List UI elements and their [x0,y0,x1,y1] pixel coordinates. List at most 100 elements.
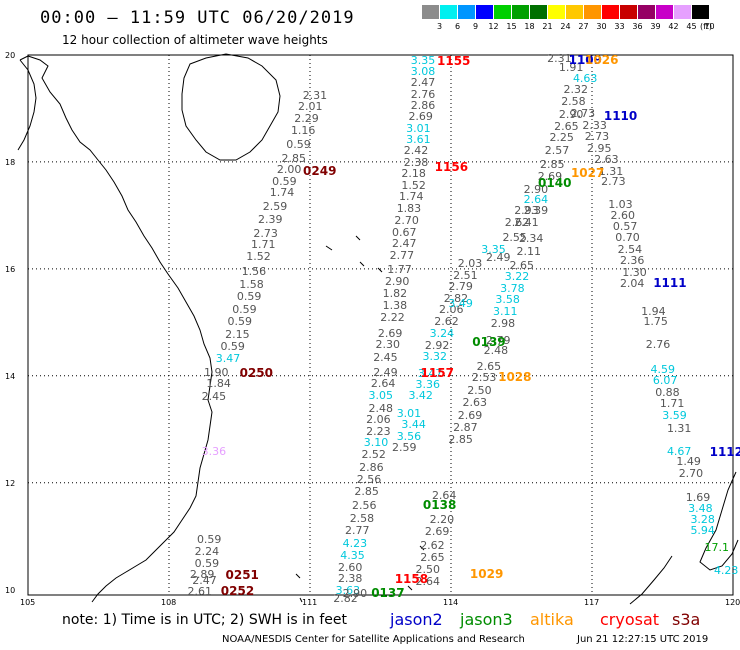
pass-time-label: 1112 [709,445,740,460]
lat-lon-grid [28,55,733,595]
wave-height-label: 1.75 [643,315,668,329]
pass-time-label: 1155 [437,53,471,68]
colorbar-swatch [512,5,529,19]
wave-height-label: 2.24 [194,544,220,558]
wave-height-label: 2.33 [582,119,607,133]
wave-height-label: 2.47 [392,237,417,251]
colorbar-swatch [566,5,583,19]
wave-height-label: 3.59 [662,408,687,422]
wave-height-label: 2.64 [431,488,457,502]
coastline-vietnam-inner [17,59,37,151]
wave-height-label: 5.94 [690,523,715,537]
colorbar-label: 15 [506,22,517,31]
wave-height-label: 6.07 [652,374,678,388]
lat-tick-label: 16 [5,264,16,274]
pass-time-label: 1157 [420,365,454,380]
wave-height-label: 1.83 [396,201,422,215]
wave-height-label: 2.56 [356,473,382,487]
wave-height-label: 2.79 [448,280,473,294]
wave-height-label: 2.59 [392,440,417,454]
wave-height-label: 2.82 [443,291,469,305]
wave-height-label: 3.35 [481,243,506,257]
wave-height-label: 1.71 [659,397,685,411]
wave-height-label: 3.11 [493,305,518,319]
lat-tick-label: 18 [5,157,16,167]
colorbar-label: 24 [560,22,571,31]
wave-height-label: 2.06 [366,413,391,427]
wave-height-label: 2.03 [457,256,483,270]
colorbar-label: 42 [668,22,679,31]
wave-height-label: 2.62 [420,538,445,552]
wave-height-label: 1.94 [641,304,666,318]
wave-height-label: 1.52 [401,178,426,192]
coastline-hainan [181,53,281,161]
wave-height-label: 2.50 [467,384,492,398]
wave-height-label: 1.82 [382,286,408,300]
lat-tick-label: 10 [5,585,16,595]
coastline-luzon [699,471,739,571]
wave-height-label: 2.73 [584,129,610,143]
wave-height-label: 2.04 [619,276,645,290]
wave-height-label: 2.01 [298,99,323,113]
colorbar-label: 3 [436,22,443,31]
wave-height-label: 3.32 [422,350,448,364]
map-subtitle: 12 hour collection of altimeter wave hei… [62,33,328,47]
wave-height-label: 2.20 [429,513,455,527]
wave-height-label: 2.86 [359,460,384,474]
wave-height-label: 1.38 [382,298,408,312]
wave-height-label: 3.63 [335,583,361,597]
wave-height-label: 1.77 [387,262,412,276]
wave-height-label: 2.54 [617,242,643,256]
lon-tick-label: 120 [725,598,740,607]
satellite-legend-cryosat: cryosat [600,610,660,629]
wave-height-label: 3.05 [368,389,394,403]
wave-height-label: 2.69 [408,110,433,124]
wave-height-label: 2.49 [373,366,398,380]
colorbar-swatch [638,5,655,19]
wave-height-label: 1.74 [269,186,295,200]
lat-tick-label: 20 [5,51,16,60]
wave-height-label: 2.57 [544,144,570,158]
wave-height-label: 2.82 [333,592,358,606]
wave-height-label: 1.03 [608,197,633,211]
wave-height-label: 0.88 [655,385,680,399]
wave-height-label: 2.93 [514,204,539,218]
wave-height-label: 2.92 [424,338,450,352]
wave-height-label: 0.59 [194,556,220,570]
wave-height-label: 2.56 [352,498,377,512]
wave-height-label: 3.61 [406,133,431,146]
wave-height-label: 2.86 [410,98,436,112]
pass-time-label: 0252 [220,583,255,598]
lon-tick-label: 114 [443,598,459,607]
wave-height-label: 2.73 [601,174,626,188]
map-title: 00:00 – 11:59 UTC 06/20/2019 [40,8,355,28]
wave-height-label: 3.78 [500,281,525,295]
wave-height-label: 2.55 [502,230,527,244]
wave-height-label: 2.39 [258,212,283,226]
wave-height-label: 1.91 [558,61,584,75]
wave-height-label: 2.39 [523,204,549,218]
lon-tick-label: 108 [161,598,177,607]
wave-height-label: 1.69 [685,490,711,504]
wave-height-label: 2.47 [192,574,217,588]
wave-height-label: 2.18 [401,167,426,181]
wave-height-label: 1.56 [241,265,267,279]
wave-height-label: 2.64 [370,377,396,391]
wave-height-label: 2.63 [462,396,488,410]
wave-height-label: 2.23 [366,424,391,438]
wave-height-label: 2.77 [345,523,370,537]
wave-height-label: 3.28 [690,512,715,526]
colorbar-label: 6 [454,22,461,31]
wave-height-label: 0.57 [612,219,638,233]
wave-height-label: 2.79 [486,333,511,347]
wave-height-label: 2.60 [610,208,636,222]
map-frame [27,54,734,596]
wave-height-label: 2.76 [645,337,671,351]
wave-height-label: 2.11 [516,244,542,258]
lon-tick-label: 111 [302,598,318,607]
wave-height-label: 2.70 [394,213,419,227]
wave-height-label: 2.65 [420,551,445,565]
pass-time-label: 0139 [472,334,506,349]
wave-height-label: 2.87 [453,420,478,434]
wave-height-label: 2.62 [434,315,459,329]
